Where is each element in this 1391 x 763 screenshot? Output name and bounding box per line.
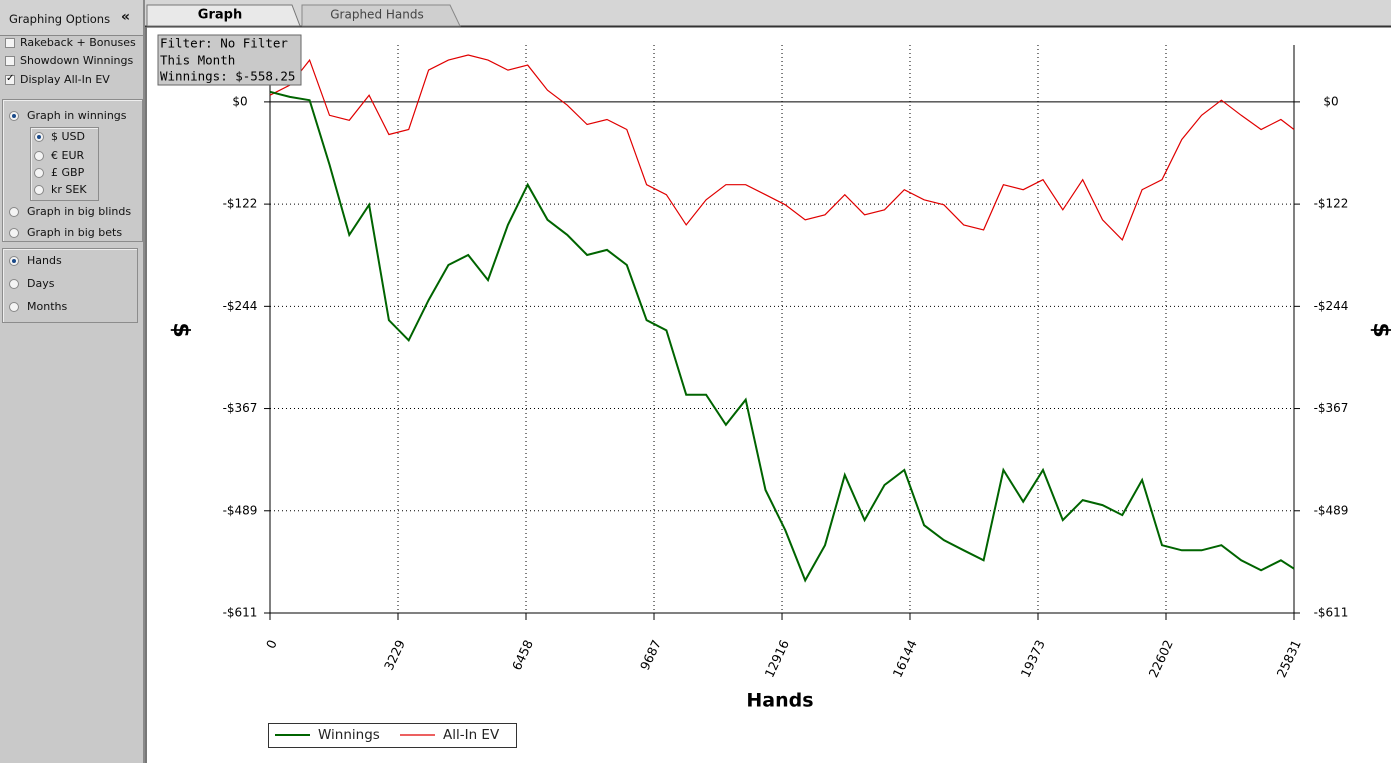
x-tick-label: 0 <box>263 637 280 651</box>
tab[interactable] <box>301 4 461 27</box>
checkbox-label[interactable]: Showdown Winnings <box>20 54 134 67</box>
radio-label[interactable]: $ USD <box>51 130 85 143</box>
filter-box <box>157 34 302 86</box>
radio-button[interactable] <box>9 279 19 289</box>
checkbox-label[interactable]: Display All-In EV <box>20 73 110 86</box>
radio-label[interactable]: Graph in winnings <box>27 109 127 122</box>
tab-label[interactable]: Graph <box>198 8 242 23</box>
x-tick-label: 9687 <box>637 637 664 672</box>
y-tick-label: -$489 <box>223 503 258 517</box>
check-mark: ✓ <box>6 73 15 84</box>
radio-button[interactable] <box>34 185 44 195</box>
y-tick-label: -$611 <box>223 606 258 620</box>
plot: $0 $0 -$122 -$122 -$244 -$244 -$367 -$367 -$489 -… <box>223 45 1349 680</box>
radio-button[interactable] <box>9 256 19 266</box>
x-tick-label: 16144 <box>889 637 919 679</box>
legend-label: All-In EV <box>443 727 500 743</box>
interval-group <box>2 248 138 323</box>
checkbox[interactable]: ✓ <box>5 73 15 85</box>
y-tick-label: -$367 <box>1314 401 1349 415</box>
x-tick-label: 22602 <box>1145 637 1175 679</box>
radio-label[interactable]: £ GBP <box>51 166 85 179</box>
sidebar-header <box>0 0 143 36</box>
y-tick-label: -$244 <box>223 299 258 313</box>
sidebar: Graphing Options « Rakeback + Bonuses Sho… <box>0 0 145 763</box>
series-line <box>269 90 1295 583</box>
radio-dot <box>12 114 16 118</box>
radio-button[interactable] <box>9 228 19 238</box>
radio-label[interactable]: Graph in big bets <box>27 226 123 239</box>
radio-button[interactable] <box>9 302 19 312</box>
y-axis-label: $ <box>168 322 193 337</box>
sidebar-title: Graphing Options <box>9 12 111 26</box>
series-line <box>269 54 1295 241</box>
x-tick-label: 6458 <box>509 637 536 672</box>
y-tick-label: -$367 <box>223 401 258 415</box>
radio-label[interactable]: kr SEK <box>51 183 87 196</box>
radio-label[interactable]: Graph in big blinds <box>27 205 132 218</box>
graph-mode-group <box>2 99 143 242</box>
y-tick-label: -$611 <box>1314 606 1349 620</box>
radio-dot <box>37 135 41 139</box>
radio-label[interactable]: Months <box>27 300 68 313</box>
y-tick-label: -$122 <box>1314 197 1349 211</box>
filter-text: Filter: No Filter <box>160 36 288 51</box>
y-tick-label: $0 <box>1323 94 1338 108</box>
currency-group <box>30 127 99 201</box>
y-tick-label: -$244 <box>1314 299 1349 313</box>
collapse-button[interactable]: « <box>121 9 131 25</box>
radio-button[interactable] <box>34 151 44 161</box>
checkbox[interactable] <box>5 56 15 66</box>
x-tick-label: 25831 <box>1273 637 1303 679</box>
y-tick-label: $0 <box>232 94 247 108</box>
y-tick-label: -$122 <box>223 197 258 211</box>
y-tick-label: -$489 <box>1314 503 1349 517</box>
filter-text: This Month <box>160 53 235 68</box>
radio-button[interactable] <box>34 168 44 178</box>
radio-label[interactable]: € EUR <box>51 149 85 162</box>
radio-label[interactable]: Days <box>27 277 55 290</box>
x-axis-label: Hands <box>746 690 813 712</box>
filter-text: Winnings: $-558.25 <box>160 69 295 84</box>
radio-button[interactable] <box>34 132 44 142</box>
y-axis-label: $ <box>1368 322 1391 337</box>
checkbox[interactable] <box>5 38 15 48</box>
radio-label[interactable]: Hands <box>27 254 62 267</box>
tab-label[interactable]: Graphed Hands <box>330 8 423 22</box>
radio-dot <box>12 259 16 263</box>
x-tick-label: 12916 <box>762 637 792 679</box>
x-tick-label: 3229 <box>381 637 408 672</box>
x-tick-label: 19373 <box>1017 637 1047 679</box>
checkbox-label[interactable]: Rakeback + Bonuses <box>20 36 136 49</box>
legend-label: Winnings <box>318 727 380 743</box>
radio-button[interactable] <box>9 111 19 121</box>
radio-button[interactable] <box>9 207 19 217</box>
tab[interactable] <box>146 4 301 27</box>
